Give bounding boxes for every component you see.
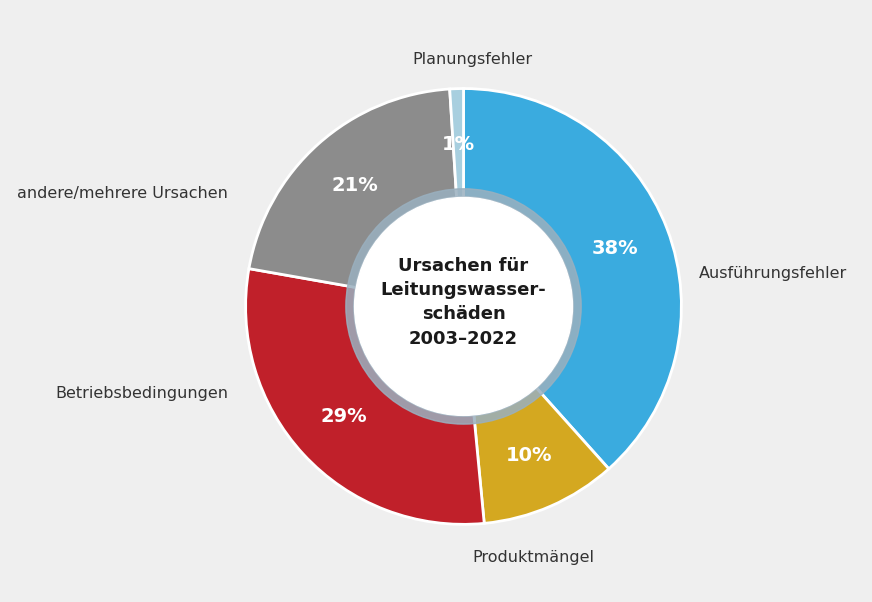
Text: Ursachen für
Leitungswasser-
schäden
2003–2022: Ursachen für Leitungswasser- schäden 200… bbox=[381, 256, 547, 347]
Text: 1%: 1% bbox=[442, 135, 475, 154]
Circle shape bbox=[355, 197, 572, 415]
Text: 38%: 38% bbox=[592, 239, 638, 258]
Wedge shape bbox=[246, 268, 484, 524]
Text: 21%: 21% bbox=[332, 176, 378, 195]
Text: Produktmängel: Produktmängel bbox=[473, 550, 594, 565]
Wedge shape bbox=[450, 88, 464, 197]
Text: andere/mehrere Ursachen: andere/mehrere Ursachen bbox=[17, 185, 228, 200]
Text: 10%: 10% bbox=[506, 445, 552, 465]
Text: 29%: 29% bbox=[321, 407, 368, 426]
Wedge shape bbox=[249, 89, 457, 288]
Text: Betriebsbedingungen: Betriebsbedingungen bbox=[55, 386, 228, 401]
Wedge shape bbox=[464, 88, 681, 469]
Wedge shape bbox=[473, 388, 609, 523]
Text: Planungsfehler: Planungsfehler bbox=[412, 52, 532, 67]
Text: Ausführungsfehler: Ausführungsfehler bbox=[698, 266, 847, 281]
